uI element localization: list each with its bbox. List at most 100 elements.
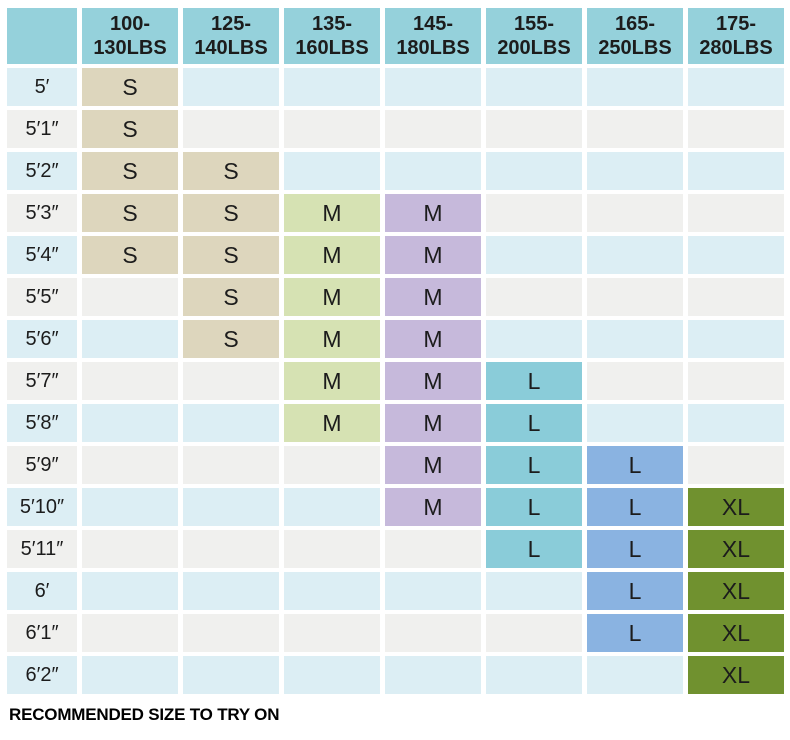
size-cell: M xyxy=(385,488,481,526)
height-cell: 6′1″ xyxy=(7,614,77,652)
empty-cell xyxy=(688,110,784,148)
size-cell: L xyxy=(486,488,582,526)
weight-header-cell: 155- 200LBS xyxy=(486,8,582,64)
empty-cell xyxy=(688,68,784,106)
size-cell: S xyxy=(183,152,279,190)
empty-cell xyxy=(82,530,178,568)
size-cell: S xyxy=(183,278,279,316)
empty-cell xyxy=(486,278,582,316)
size-cell: L xyxy=(486,530,582,568)
empty-cell xyxy=(587,152,683,190)
empty-cell xyxy=(688,194,784,232)
height-cell: 5′7″ xyxy=(7,362,77,400)
size-cell: L xyxy=(587,530,683,568)
size-cell: M xyxy=(385,362,481,400)
weight-range-low: 165- xyxy=(614,12,656,35)
empty-cell xyxy=(688,362,784,400)
weight-range-high: 160LBS xyxy=(295,37,369,59)
size-cell: S xyxy=(82,68,178,106)
weight-header-cell: 125- 140LBS xyxy=(183,8,279,64)
height-cell: 5′11″ xyxy=(7,530,77,568)
empty-cell xyxy=(82,362,178,400)
empty-cell xyxy=(587,236,683,274)
empty-cell xyxy=(587,404,683,442)
table-row: 5′8″ M M L xyxy=(7,404,784,442)
empty-cell xyxy=(385,110,481,148)
size-cell: S xyxy=(82,194,178,232)
empty-cell xyxy=(284,68,380,106)
table-row: 5′2″ S S xyxy=(7,152,784,190)
weight-range-low: 155- xyxy=(513,12,555,35)
size-cell: M xyxy=(385,446,481,484)
empty-cell xyxy=(284,614,380,652)
empty-cell xyxy=(284,572,380,610)
empty-cell xyxy=(82,320,178,358)
empty-cell xyxy=(486,152,582,190)
weight-range-high: 180LBS xyxy=(396,37,470,59)
empty-cell xyxy=(183,530,279,568)
weight-range-high: 200LBS xyxy=(497,37,571,59)
table-row: 6′2″ XL xyxy=(7,656,784,694)
table-row: 5′11″ L L XL xyxy=(7,530,784,568)
empty-cell xyxy=(82,278,178,316)
empty-cell xyxy=(688,446,784,484)
height-cell: 5′6″ xyxy=(7,320,77,358)
empty-cell xyxy=(486,236,582,274)
table-row: 5′9″ M L L xyxy=(7,446,784,484)
weight-range-high: 130LBS xyxy=(93,37,167,59)
empty-cell xyxy=(688,236,784,274)
empty-cell xyxy=(183,404,279,442)
empty-cell xyxy=(587,194,683,232)
empty-cell xyxy=(82,572,178,610)
empty-cell xyxy=(587,278,683,316)
empty-cell xyxy=(385,68,481,106)
size-cell: L xyxy=(587,488,683,526)
height-cell: 5′10″ xyxy=(7,488,77,526)
table-row: 5′ S xyxy=(7,68,784,106)
table-row: 6′1″ L XL xyxy=(7,614,784,652)
empty-cell xyxy=(82,446,178,484)
weight-range-high: 250LBS xyxy=(598,37,672,59)
size-cell: M xyxy=(284,236,380,274)
empty-cell xyxy=(385,656,481,694)
empty-cell xyxy=(284,446,380,484)
size-cell: M xyxy=(284,278,380,316)
size-cell: L xyxy=(486,404,582,442)
empty-cell xyxy=(385,530,481,568)
empty-cell xyxy=(688,152,784,190)
empty-cell xyxy=(385,614,481,652)
table-row: 5′4″ S S M M xyxy=(7,236,784,274)
table-row: 5′6″ S M M xyxy=(7,320,784,358)
weight-header-cell: 175- 280LBS xyxy=(688,8,784,64)
height-cell: 5′2″ xyxy=(7,152,77,190)
table-row: 6′ L XL xyxy=(7,572,784,610)
size-cell: S xyxy=(183,236,279,274)
weight-header-cell: 135- 160LBS xyxy=(284,8,380,64)
height-cell: 5′8″ xyxy=(7,404,77,442)
height-cell: 5′1″ xyxy=(7,110,77,148)
weight-range-low: 145- xyxy=(412,12,454,35)
size-cell: S xyxy=(82,236,178,274)
weight-range-high: 140LBS xyxy=(194,37,268,59)
empty-cell xyxy=(486,320,582,358)
height-cell: 5′ xyxy=(7,68,77,106)
size-cell: XL xyxy=(688,656,784,694)
size-cell: XL xyxy=(688,614,784,652)
weight-range-high: 280LBS xyxy=(699,37,773,59)
empty-cell xyxy=(183,362,279,400)
table-row: 5′5″ S M M xyxy=(7,278,784,316)
size-cell: M xyxy=(385,194,481,232)
table-body: 5′ S 5′1″ S 5′2″ S S 5′3″ S S M M 5′4″ S S M M 5′5″ S M M 5′6… xyxy=(7,68,784,694)
size-chart-table: 100- 130LBS 125- 140LBS 135- 160LBS 145- 180LBS… xyxy=(2,4,789,698)
size-cell: M xyxy=(385,404,481,442)
empty-cell xyxy=(486,194,582,232)
empty-cell xyxy=(82,404,178,442)
size-cell: S xyxy=(82,110,178,148)
empty-cell xyxy=(486,572,582,610)
size-cell: S xyxy=(183,320,279,358)
table-row: 5′3″ S S M M xyxy=(7,194,784,232)
empty-cell xyxy=(183,572,279,610)
table-row: 5′7″ M M L xyxy=(7,362,784,400)
size-cell: XL xyxy=(688,530,784,568)
